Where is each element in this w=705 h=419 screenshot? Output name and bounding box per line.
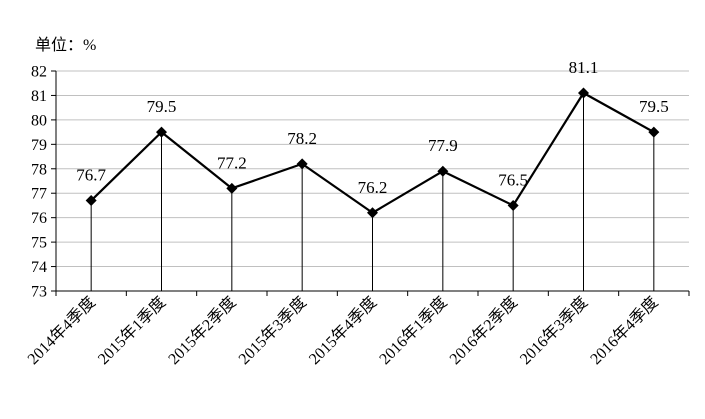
y-axis: 73 74 75 76 77 78 79 80 81 82	[31, 64, 57, 301]
x-tick-label-1: 2015年1季度	[94, 293, 169, 368]
x-tick-label-8: 2016年4季度	[587, 293, 662, 368]
marker-2	[226, 182, 238, 194]
x-tick-label-5: 2016年1季度	[376, 293, 451, 368]
y-tick-label-0: 73	[31, 284, 47, 301]
data-label-7: 81.1	[569, 58, 599, 77]
y-tick-label-3: 76	[31, 210, 47, 227]
y-tick-label-4: 77	[31, 186, 47, 203]
data-label-2: 77.2	[217, 153, 247, 172]
y-tick-label-2: 75	[31, 235, 47, 252]
x-tick-label-4: 2015年4季度	[305, 293, 380, 368]
marker-0	[85, 195, 97, 207]
y-tick-label-1: 74	[31, 259, 47, 276]
data-labels: 76.7 79.5 77.2 78.2 76.2 77.9 76.5 81.1 79.5	[76, 58, 668, 197]
y-tick-label-9: 82	[31, 64, 47, 81]
data-label-6: 76.5	[498, 170, 528, 189]
marker-6	[507, 199, 519, 211]
data-label-1: 79.5	[147, 97, 177, 116]
marker-4	[367, 207, 378, 219]
y-tick-label-5: 78	[31, 161, 47, 178]
marker-7	[578, 87, 589, 99]
data-markers	[85, 87, 660, 219]
marker-3	[296, 158, 308, 170]
x-tick-label-6: 2016年2季度	[446, 293, 521, 368]
data-label-5: 77.9	[428, 136, 458, 155]
x-tick-label-3: 2015年3季度	[235, 293, 310, 368]
data-label-4: 76.2	[358, 178, 388, 197]
drop-lines	[90, 93, 655, 291]
y-tick-label-7: 80	[31, 112, 47, 129]
data-label-0: 76.7	[76, 166, 106, 185]
marker-1	[156, 126, 167, 138]
unit-label: 单位：%	[35, 36, 96, 54]
x-axis: 2014年4季度2015年1季度2015年2季度2015年3季度2015年4季度…	[24, 290, 690, 368]
marker-5	[437, 165, 449, 177]
data-label-8: 79.5	[639, 97, 669, 116]
x-tick-label-0: 2014年4季度	[24, 293, 99, 368]
x-tick-label-7: 2016年3季度	[516, 293, 591, 368]
marker-8	[648, 126, 660, 138]
data-label-3: 78.2	[287, 129, 317, 148]
x-tick-label-2: 2015年2季度	[165, 293, 240, 368]
y-tick-label-6: 79	[31, 137, 47, 154]
y-tick-label-8: 81	[31, 88, 47, 105]
